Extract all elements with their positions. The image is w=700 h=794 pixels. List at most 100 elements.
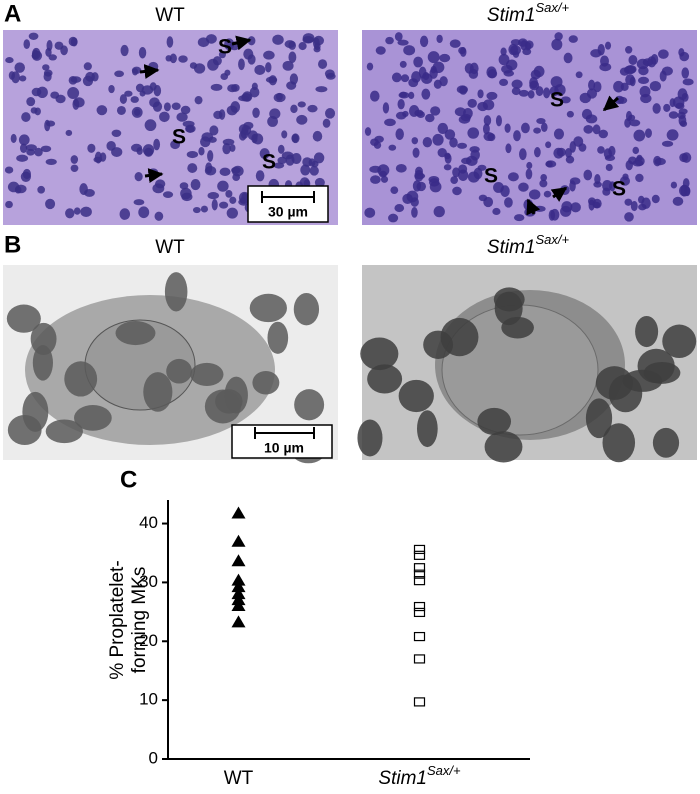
cell	[682, 78, 694, 86]
cell	[312, 37, 320, 49]
cell	[291, 134, 299, 143]
cell	[159, 111, 170, 123]
cell	[219, 201, 229, 209]
axis-title: forming MKs	[129, 567, 150, 674]
cell	[678, 48, 685, 57]
cell	[265, 76, 278, 83]
cell	[510, 45, 521, 56]
cell	[153, 138, 161, 151]
cell	[412, 147, 420, 158]
cell	[302, 36, 314, 44]
cell	[99, 152, 107, 162]
cell	[411, 137, 419, 145]
cell	[522, 48, 532, 56]
cell	[73, 97, 85, 108]
cell	[288, 51, 297, 63]
cell	[384, 118, 396, 127]
cell	[422, 137, 433, 148]
cell	[444, 153, 452, 164]
cell	[602, 423, 636, 463]
cell	[452, 186, 462, 196]
cell	[539, 179, 548, 188]
cell	[22, 391, 49, 432]
cell	[505, 143, 512, 154]
cell	[457, 169, 469, 181]
data-point	[231, 534, 246, 547]
cell	[166, 36, 174, 48]
cell	[324, 69, 335, 78]
cell	[414, 109, 424, 117]
cell	[218, 51, 226, 59]
cell	[625, 45, 633, 54]
cell	[272, 34, 284, 45]
cell	[428, 176, 440, 183]
cell	[533, 127, 541, 134]
cell	[668, 111, 679, 119]
micrograph	[3, 30, 338, 225]
cell	[624, 198, 633, 206]
cell	[134, 172, 143, 182]
cell	[139, 90, 146, 97]
cell	[65, 129, 73, 137]
cell	[37, 185, 45, 194]
cell	[242, 91, 253, 102]
cell	[432, 133, 444, 146]
cell	[560, 205, 572, 217]
cell	[357, 419, 383, 457]
cell	[408, 91, 415, 100]
cell	[395, 164, 407, 173]
y-tick-label: 10	[139, 690, 158, 709]
cell	[54, 41, 64, 50]
cell	[553, 128, 565, 140]
cell	[486, 66, 497, 79]
data-point	[231, 506, 246, 519]
cell	[46, 120, 56, 127]
cell	[232, 173, 241, 181]
cell	[64, 361, 98, 397]
cell	[200, 136, 211, 148]
cell	[74, 405, 112, 431]
panel-title: WT	[155, 237, 185, 258]
cell	[437, 122, 449, 135]
cell	[622, 173, 629, 181]
cell	[6, 304, 41, 333]
cell	[87, 143, 96, 153]
cell	[119, 208, 131, 220]
cell	[663, 103, 671, 112]
cell	[666, 129, 679, 141]
cell	[511, 87, 521, 96]
cell	[11, 71, 20, 84]
overlay: 10 µm	[231, 424, 333, 459]
cell	[192, 206, 201, 214]
cell	[430, 106, 441, 116]
cell	[513, 130, 521, 142]
cell	[273, 92, 286, 103]
cell	[454, 107, 466, 117]
cell	[652, 103, 661, 114]
cell	[543, 190, 552, 198]
cell	[533, 65, 545, 78]
cell	[281, 151, 294, 160]
cell	[461, 157, 472, 165]
cell	[398, 91, 410, 99]
data-point	[413, 654, 426, 664]
cell	[307, 104, 318, 113]
sinusoid-mark: S	[484, 165, 498, 188]
cell	[152, 183, 165, 194]
cell	[68, 75, 78, 85]
cell	[550, 76, 563, 88]
cell	[598, 129, 608, 139]
cell	[545, 160, 553, 168]
cell	[394, 32, 403, 42]
cell	[213, 110, 223, 120]
cell	[449, 39, 461, 48]
cell	[529, 76, 538, 89]
cell	[219, 167, 231, 176]
cell	[499, 78, 509, 87]
cell	[291, 152, 302, 165]
cell	[116, 105, 126, 115]
cell	[182, 120, 195, 128]
cell	[193, 63, 206, 74]
cell	[273, 162, 285, 169]
cell	[5, 200, 13, 209]
